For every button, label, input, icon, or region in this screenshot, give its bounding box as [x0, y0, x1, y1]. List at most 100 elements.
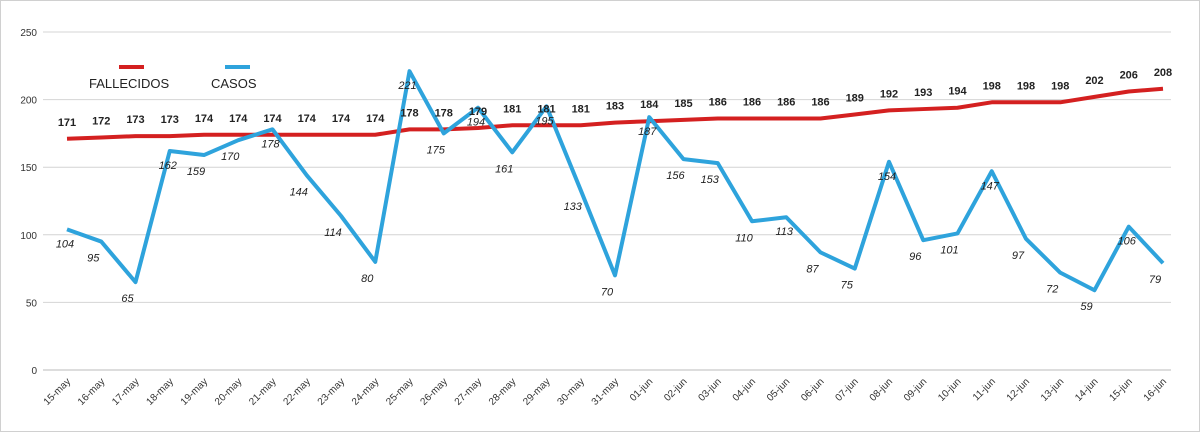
data-label-casos: 96: [909, 251, 922, 263]
x-tick-label: 05-jun: [765, 376, 792, 403]
data-label-casos: 79: [1149, 274, 1161, 286]
data-label-fallecidos: 186: [777, 97, 795, 109]
x-tick-label: 14-jun: [1073, 376, 1100, 403]
data-label-casos: 159: [187, 166, 205, 178]
x-tick-label: 15-jun: [1107, 376, 1134, 403]
x-tick-label: 18-may: [145, 376, 176, 407]
x-tick-label: 04-jun: [731, 376, 758, 403]
data-label-casos: 95: [87, 253, 100, 265]
data-label-fallecidos: 178: [400, 107, 418, 119]
x-tick-label: 08-jun: [868, 376, 895, 403]
data-label-casos: 106: [1118, 236, 1137, 248]
data-label-fallecidos: 192: [880, 88, 898, 100]
data-label-fallecidos: 181: [537, 103, 555, 115]
data-label-casos: 80: [361, 273, 374, 285]
data-label-fallecidos: 174: [263, 113, 282, 125]
x-tick-label: 16-jun: [1142, 376, 1169, 403]
x-tick-label: 17-may: [110, 376, 141, 407]
y-tick-label: 0: [31, 366, 37, 377]
x-tick-label: 03-jun: [696, 376, 723, 403]
x-tick-label: 27-may: [453, 376, 484, 407]
data-label-casos: 178: [261, 138, 280, 150]
y-tick-label: 150: [20, 163, 37, 174]
data-label-fallecidos: 171: [58, 117, 76, 129]
data-label-casos: 194: [467, 117, 485, 129]
data-label-casos: 156: [666, 170, 685, 182]
data-label-fallecidos: 173: [161, 114, 179, 126]
x-tick-label: 10-jun: [936, 376, 963, 403]
x-tick-label: 15-may: [42, 376, 73, 407]
data-label-casos: 101: [940, 244, 958, 256]
data-label-fallecidos: 174: [366, 113, 385, 125]
y-tick-label: 100: [20, 231, 37, 242]
data-label-casos: 65: [121, 293, 134, 305]
data-label-fallecidos: 185: [674, 98, 692, 110]
data-label-casos: 195: [535, 115, 554, 127]
data-label-casos: 154: [878, 171, 896, 183]
data-label-fallecidos: 198: [983, 80, 1001, 92]
x-tick-label: 31-may: [590, 376, 621, 407]
data-label-fallecidos: 181: [503, 103, 521, 115]
data-label-casos: 153: [701, 174, 720, 186]
data-label-fallecidos: 179: [469, 106, 487, 118]
x-tick-label: 21-may: [247, 376, 278, 407]
legend-label-casos: CASOS: [211, 76, 257, 91]
data-label-fallecidos: 189: [846, 92, 864, 104]
series-line-casos: [66, 69, 1165, 293]
data-label-fallecidos: 186: [743, 97, 761, 109]
data-label-fallecidos: 173: [126, 114, 144, 126]
data-label-casos: 144: [290, 186, 308, 198]
x-tick-label: 13-jun: [1039, 376, 1066, 403]
data-label-casos: 110: [735, 232, 753, 244]
data-label-fallecidos: 174: [298, 113, 317, 125]
x-tick-label: 01-jun: [628, 376, 655, 403]
data-label-casos: 87: [806, 263, 819, 275]
data-label-fallecidos: 186: [811, 97, 829, 109]
data-label-casos: 162: [159, 160, 177, 172]
x-tick-label: 11-jun: [971, 376, 998, 403]
data-label-casos: 133: [564, 201, 583, 213]
data-label-fallecidos: 198: [1017, 80, 1035, 92]
data-label-casos: 72: [1046, 284, 1058, 296]
data-label-fallecidos: 194: [948, 86, 967, 98]
data-label-fallecidos: 174: [332, 113, 351, 125]
data-label-casos: 221: [397, 80, 416, 92]
data-label-casos: 161: [495, 163, 513, 175]
data-label-casos: 104: [56, 238, 74, 250]
data-label-fallecidos: 202: [1085, 75, 1103, 87]
data-label-fallecidos: 183: [606, 101, 624, 113]
data-label-fallecidos: 181: [572, 103, 590, 115]
data-label-fallecidos: 208: [1154, 67, 1172, 79]
data-label-casos: 175: [427, 144, 446, 156]
x-tick-label: 25-may: [384, 376, 415, 407]
x-tick-label: 16-may: [76, 376, 107, 407]
x-tick-label: 02-jun: [662, 376, 689, 403]
data-label-casos: 113: [775, 226, 793, 238]
x-tick-label: 23-may: [316, 376, 347, 407]
data-label-fallecidos: 174: [229, 113, 248, 125]
data-label-casos: 170: [221, 151, 240, 163]
data-label-casos: 70: [601, 286, 614, 298]
y-tick-label: 200: [20, 96, 37, 107]
data-label-fallecidos: 174: [195, 113, 214, 125]
data-label-fallecidos: 184: [640, 99, 659, 111]
x-tick-label: 29-may: [521, 376, 552, 407]
data-label-casos: 75: [841, 280, 854, 292]
data-label-fallecidos: 206: [1120, 69, 1138, 81]
x-tick-label: 07-jun: [833, 376, 860, 403]
data-label-casos: 97: [1012, 250, 1025, 262]
data-label-fallecidos: 198: [1051, 80, 1069, 92]
data-label-casos: 59: [1080, 301, 1092, 313]
x-tick-label: 26-may: [419, 376, 450, 407]
x-tick-label: 24-may: [350, 376, 381, 407]
x-tick-label: 30-may: [556, 376, 587, 407]
x-tick-label: 19-may: [179, 376, 210, 407]
data-label-fallecidos: 186: [709, 97, 727, 109]
legend-label-fallecidos: FALLECIDOS: [89, 76, 170, 91]
x-tick-label: 20-may: [213, 376, 244, 407]
x-tick-label: 09-jun: [902, 376, 929, 403]
y-tick-label: 250: [20, 28, 37, 39]
data-label-casos: 114: [324, 227, 342, 239]
